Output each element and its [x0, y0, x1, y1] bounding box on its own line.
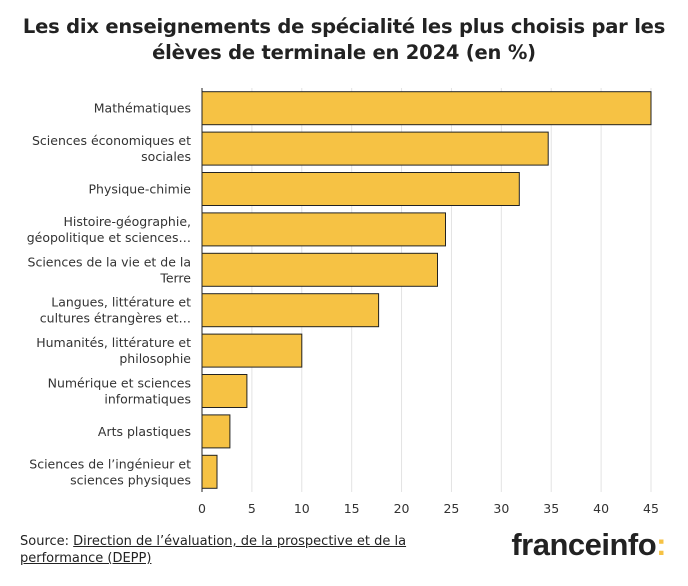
category-label-3-line-1: géopolitique et sciences…: [27, 230, 191, 245]
x-tick-label-4: 20: [394, 501, 410, 516]
x-tick-label-2: 10: [294, 501, 310, 516]
category-label-1-line-1: sociales: [141, 149, 191, 164]
bar-9: [201, 454, 218, 489]
x-tick-label-7: 35: [543, 501, 559, 516]
bar-0: [201, 91, 652, 126]
category-label-5-line-1: cultures étrangères et…: [40, 311, 191, 326]
x-tick-label-8: 40: [593, 501, 609, 516]
category-label-2: Physique-chimie: [88, 182, 191, 197]
category-label-3-line-0: Histoire-géographie,: [64, 214, 191, 229]
category-label-0: Mathématiques: [94, 101, 191, 116]
source-note: Source: Direction de l’évaluation, de la…: [20, 533, 440, 567]
chart-title: Les dix enseignements de spécialité les …: [22, 15, 666, 64]
logo-colon: :: [656, 527, 666, 562]
x-tick-label-6: 30: [493, 501, 509, 516]
logo-text: franceinfo: [511, 527, 657, 562]
bar-3: [201, 212, 446, 247]
category-label-8: Arts plastiques: [98, 424, 191, 439]
category-label-7-line-1: informatiques: [104, 392, 191, 407]
x-tick-label-9: 45: [643, 501, 659, 516]
category-label-5-line-0: Langues, littérature et: [51, 295, 191, 310]
bar-2: [201, 172, 520, 206]
bar-1: [201, 131, 549, 166]
category-label-7-line-0: Numérique et sciences: [48, 376, 191, 391]
bar-5: [201, 293, 380, 328]
x-tick-label-3: 15: [344, 501, 360, 516]
bar-7: [201, 374, 248, 408]
bar-4: [201, 252, 438, 287]
category-label-9-line-1: sciences physiques: [70, 472, 191, 487]
category-label-4-line-1: Terre: [159, 270, 191, 285]
category-label-4-line-0: Sciences de la vie et de la: [28, 254, 191, 269]
bar-6: [201, 333, 303, 368]
category-label-1-line-0: Sciences économiques et: [32, 133, 191, 148]
x-tick-label-1: 5: [248, 501, 256, 516]
source-link[interactable]: Direction de l’évaluation, de la prospec…: [20, 534, 407, 566]
category-label-9-line-0: Sciences de l’ingénieur et: [29, 456, 191, 471]
category-label-6-line-1: philosophie: [119, 351, 191, 366]
bar-8: [201, 414, 231, 449]
x-tick-label-0: 0: [198, 501, 206, 516]
category-label-6-line-0: Humanités, littérature et: [36, 335, 191, 350]
franceinfo-logo: franceinfo:: [511, 527, 666, 563]
x-tick-label-5: 25: [443, 501, 459, 516]
source-prefix: Source:: [20, 534, 74, 549]
